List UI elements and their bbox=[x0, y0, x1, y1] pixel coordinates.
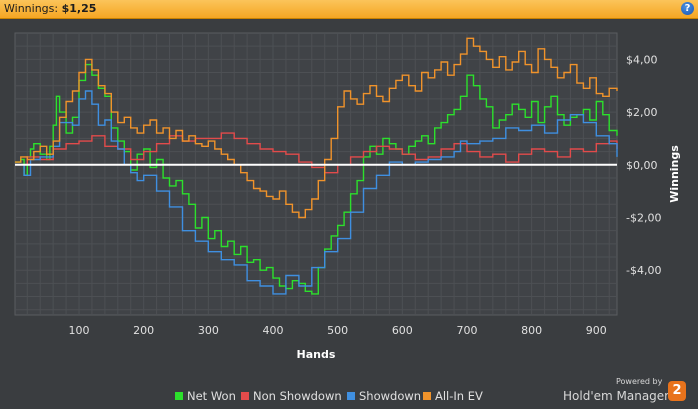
y-tick-label: $0,00 bbox=[626, 159, 658, 172]
winnings-header-bar: Winnings: $1,25 ? bbox=[0, 0, 698, 19]
x-tick-label: 900 bbox=[586, 324, 607, 337]
legend-swatch-net-won bbox=[175, 392, 183, 400]
y-axis-label: Winnings bbox=[668, 145, 681, 203]
x-axis-ticks: 100 200 300 400 500 600 700 800 900 bbox=[69, 324, 607, 337]
legend-swatch-showdown bbox=[347, 392, 355, 400]
y-tick-label: $2,00 bbox=[626, 106, 658, 119]
x-tick-label: 500 bbox=[327, 324, 348, 337]
y-axis-ticks: $4,00 $2,00 $0,00 -$2,00 -$4,00 bbox=[626, 53, 661, 277]
series-lines bbox=[15, 37, 618, 295]
powered-by-text: Powered by bbox=[616, 377, 663, 386]
winnings-value: $1,25 bbox=[61, 2, 97, 15]
help-icon[interactable]: ? bbox=[681, 2, 694, 15]
legend-item-non-showdown[interactable]: Non Showdown bbox=[241, 389, 342, 403]
grid-lines bbox=[15, 33, 617, 315]
x-tick-label: 400 bbox=[263, 324, 284, 337]
legend-swatch-all-in-ev bbox=[423, 392, 431, 400]
x-tick-label: 300 bbox=[198, 324, 219, 337]
x-axis-label: Hands bbox=[297, 348, 336, 361]
winnings-title: Winnings: $1,25 bbox=[4, 2, 97, 15]
legend-item-net-won[interactable]: Net Won bbox=[175, 389, 236, 403]
legend-swatch-non-showdown bbox=[241, 392, 249, 400]
legend-item-all-in-ev[interactable]: All-In EV bbox=[423, 389, 483, 403]
series-line-all-in-ev bbox=[15, 37, 618, 219]
x-tick-label: 100 bbox=[69, 324, 90, 337]
y-tick-label: -$2,00 bbox=[626, 211, 661, 224]
brand-name: Hold'em Manager bbox=[563, 389, 670, 403]
y-tick-label: -$4,00 bbox=[626, 264, 661, 277]
x-tick-label: 700 bbox=[456, 324, 477, 337]
series-line-net-won bbox=[15, 63, 618, 295]
x-tick-label: 800 bbox=[521, 324, 542, 337]
legend-item-showdown[interactable]: Showdown bbox=[347, 389, 421, 403]
hm2-logo-badge: 2 bbox=[668, 381, 686, 401]
x-tick-label: 600 bbox=[392, 324, 413, 337]
x-tick-label: 200 bbox=[133, 324, 154, 337]
series-line-showdown bbox=[15, 90, 618, 295]
y-tick-label: $4,00 bbox=[626, 53, 658, 66]
